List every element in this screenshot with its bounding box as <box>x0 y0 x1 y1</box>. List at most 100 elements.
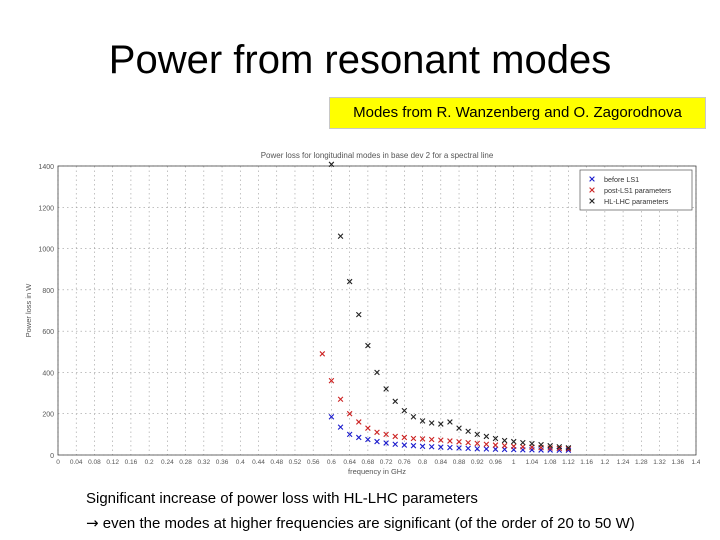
x-tick-label: 0.24 <box>161 459 174 466</box>
legend-label-2: post-LS1 parameters <box>604 186 672 195</box>
x-tick-label: 0.12 <box>106 459 119 466</box>
data-point-series-1 <box>328 414 335 420</box>
data-point-series-2 <box>520 443 526 450</box>
x-tick-label: 0.72 <box>380 459 393 466</box>
data-point-series-2 <box>456 439 462 445</box>
x-tick-label: 0.48 <box>270 459 283 466</box>
data-point-series-3 <box>510 438 517 445</box>
conclusion-note: Significant increase of power loss with … <box>86 487 635 536</box>
data-point-series-2 <box>547 445 553 451</box>
data-point-series-2 <box>492 442 499 448</box>
x-tick-label: 1.2 <box>600 459 609 466</box>
data-point-series-3 <box>438 421 444 427</box>
data-point-series-1 <box>410 442 417 449</box>
data-point-series-2 <box>510 443 517 450</box>
x-tick-label: 0.68 <box>362 459 375 466</box>
y-axis-label: Power loss in W <box>24 283 33 338</box>
data-point-series-1 <box>447 444 453 451</box>
data-point-series-1 <box>438 444 444 450</box>
x-tick-label: 0.44 <box>252 459 265 466</box>
x-tick-label: 0.56 <box>307 459 320 466</box>
data-point-series-3 <box>337 233 344 239</box>
legend-marker-1 <box>589 176 595 182</box>
y-tick-label: 1400 <box>38 164 54 171</box>
x-tick-label: 1 <box>512 459 516 466</box>
data-point-series-3 <box>456 425 462 431</box>
x-tick-label: 1.36 <box>671 459 684 466</box>
x-tick-label: 0.04 <box>70 459 83 466</box>
conclusion-line-2: → even the modes at higher frequencies a… <box>86 511 635 536</box>
y-tick-label: 0 <box>50 453 54 460</box>
data-point-series-2 <box>556 445 563 452</box>
data-point-series-2 <box>438 437 444 443</box>
data-point-series-3 <box>538 441 544 448</box>
y-tick-label: 400 <box>42 370 54 377</box>
x-tick-label: 0.08 <box>88 459 101 466</box>
data-point-series-1 <box>419 443 426 450</box>
x-tick-label: 0.8 <box>418 459 427 466</box>
data-point-series-2 <box>365 425 371 431</box>
data-point-series-2 <box>346 410 353 417</box>
y-tick-label: 600 <box>42 329 54 336</box>
data-point-series-3 <box>447 419 453 425</box>
data-point-series-2 <box>474 440 481 447</box>
x-tick-label: 0.84 <box>434 459 447 466</box>
data-point-series-1 <box>355 434 362 441</box>
data-point-series-2 <box>565 446 572 452</box>
data-point-series-1 <box>374 438 380 445</box>
data-point-series-3 <box>529 440 535 447</box>
data-point-series-3 <box>346 278 353 285</box>
data-point-series-2 <box>401 434 408 441</box>
y-tick-label: 800 <box>42 288 54 295</box>
x-tick-label: 0.4 <box>236 459 245 466</box>
data-point-series-3 <box>355 311 362 318</box>
chart-title: Power loss for longitudinal modes in bas… <box>261 151 494 160</box>
data-point-series-2 <box>374 429 380 436</box>
data-point-series-1 <box>483 446 490 452</box>
x-tick-label: 1.12 <box>562 459 575 466</box>
conclusion-line-1: Significant increase of power loss with … <box>86 490 478 507</box>
data-point-series-3 <box>365 342 371 349</box>
data-point-series-1 <box>492 446 499 453</box>
data-point-series-3 <box>374 369 380 376</box>
data-point-series-3 <box>556 443 563 450</box>
data-point-series-3 <box>419 418 426 424</box>
data-point-series-1 <box>392 441 399 448</box>
data-point-series-3 <box>465 428 471 435</box>
data-point-series-1 <box>365 436 371 443</box>
x-tick-label: 0.52 <box>289 459 302 466</box>
data-point-series-1 <box>474 446 481 452</box>
data-point-series-3 <box>483 433 490 440</box>
x-tick-label: 0.36 <box>216 459 229 466</box>
data-point-series-2 <box>319 351 326 357</box>
data-point-series-1 <box>547 447 553 453</box>
x-tick-label: 0.76 <box>398 459 411 466</box>
source-badge: Modes from R. Wanzenberg and O. Zagorodn… <box>329 97 706 129</box>
slide-title: Power from resonant modes <box>108 38 612 82</box>
data-point-series-3 <box>501 437 508 444</box>
x-axis-label: frequency in GHz <box>348 467 406 476</box>
data-point-series-2 <box>465 439 471 446</box>
legend-marker-2 <box>589 187 595 193</box>
data-point-series-3 <box>520 439 526 446</box>
data-point-series-3 <box>383 386 389 392</box>
data-point-series-3 <box>492 435 499 442</box>
legend-label-3: HL-LHC parameters <box>604 197 669 206</box>
data-point-series-3 <box>328 161 335 168</box>
x-tick-label: 0.28 <box>179 459 192 466</box>
data-point-series-1 <box>346 431 353 438</box>
data-point-series-3 <box>565 444 572 451</box>
x-tick-label: 0.64 <box>343 459 356 466</box>
data-point-series-1 <box>538 447 544 453</box>
x-tick-label: 1.32 <box>653 459 666 466</box>
data-point-series-1 <box>383 440 389 446</box>
data-point-series-2 <box>447 438 453 444</box>
plot-frame <box>57 165 697 456</box>
data-point-series-2 <box>501 442 508 449</box>
x-tick-label: 0.88 <box>453 459 466 466</box>
data-point-series-1 <box>337 424 344 430</box>
data-point-series-3 <box>547 442 553 449</box>
x-tick-label: 0.32 <box>198 459 211 466</box>
data-point-series-2 <box>328 377 335 384</box>
data-point-series-1 <box>465 445 471 452</box>
